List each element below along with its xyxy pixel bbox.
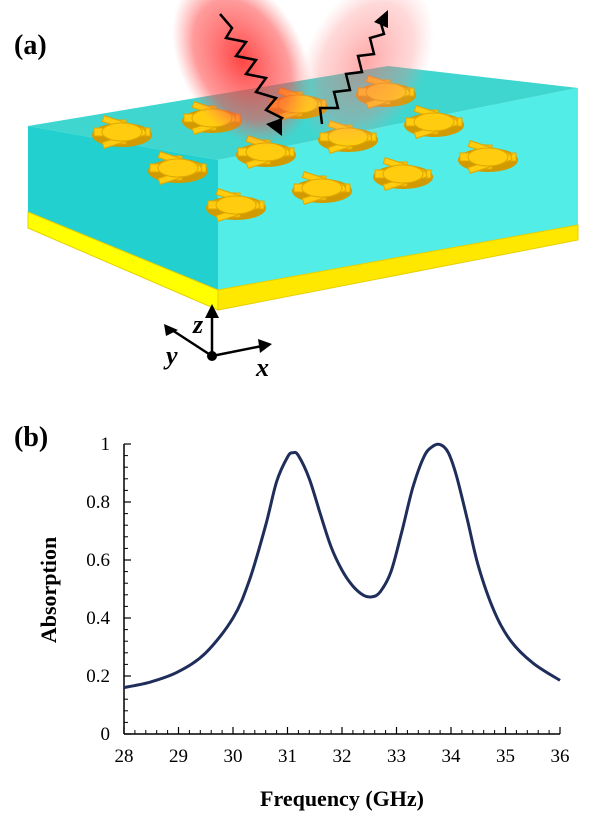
slab-side-face [218,88,578,290]
x-axis-title: Frequency (GHz) [260,786,424,811]
ground-plane-side [217,224,579,311]
chart-series [123,442,561,690]
y-tick-label: 0.2 [86,666,110,687]
reflected-wave-icon [318,10,388,125]
absorption-chart: 28 29 30 31 32 33 34 35 36 0 0.2 0.4 0.6 0.8 1 Frequen… [36,434,570,811]
y-tick-label: 0.4 [86,608,110,629]
x-tick-label: 33 [387,746,406,767]
coordinate-axes [164,304,272,361]
chart-ticks: 28 29 30 31 32 33 34 35 36 0 0.2 0.4 0.6 0.8 1 [86,434,569,767]
x-tick-label: 31 [278,746,297,767]
x-tick-label: 32 [333,746,352,767]
x-tick-label: 29 [169,746,188,767]
x-tick-label: 30 [224,746,243,767]
y-axis-label: y [163,341,178,370]
y-tick-label: 0.8 [86,492,110,513]
z-axis-label: z [192,310,204,339]
y-axis-title: Absorption [36,537,61,643]
chart-frame [123,444,560,735]
absorption-line [123,442,561,690]
incident-beam [172,0,312,147]
absorber-illustration: z y x [27,0,579,382]
x-tick-label: 36 [551,746,570,767]
y-tick-label: 1 [101,434,111,455]
x-tick-label: 35 [496,746,515,767]
x-tick-label: 34 [442,746,462,767]
incident-wave-icon [219,13,285,136]
panel-b-label: (b) [14,422,49,453]
y-tick-label: 0 [101,724,111,745]
y-tick-label: 0.6 [86,550,110,571]
x-tick-label: 28 [115,746,134,767]
reflected-beam [298,0,434,147]
x-axis-label: x [255,353,269,382]
panel-a-label: (a) [14,30,47,61]
